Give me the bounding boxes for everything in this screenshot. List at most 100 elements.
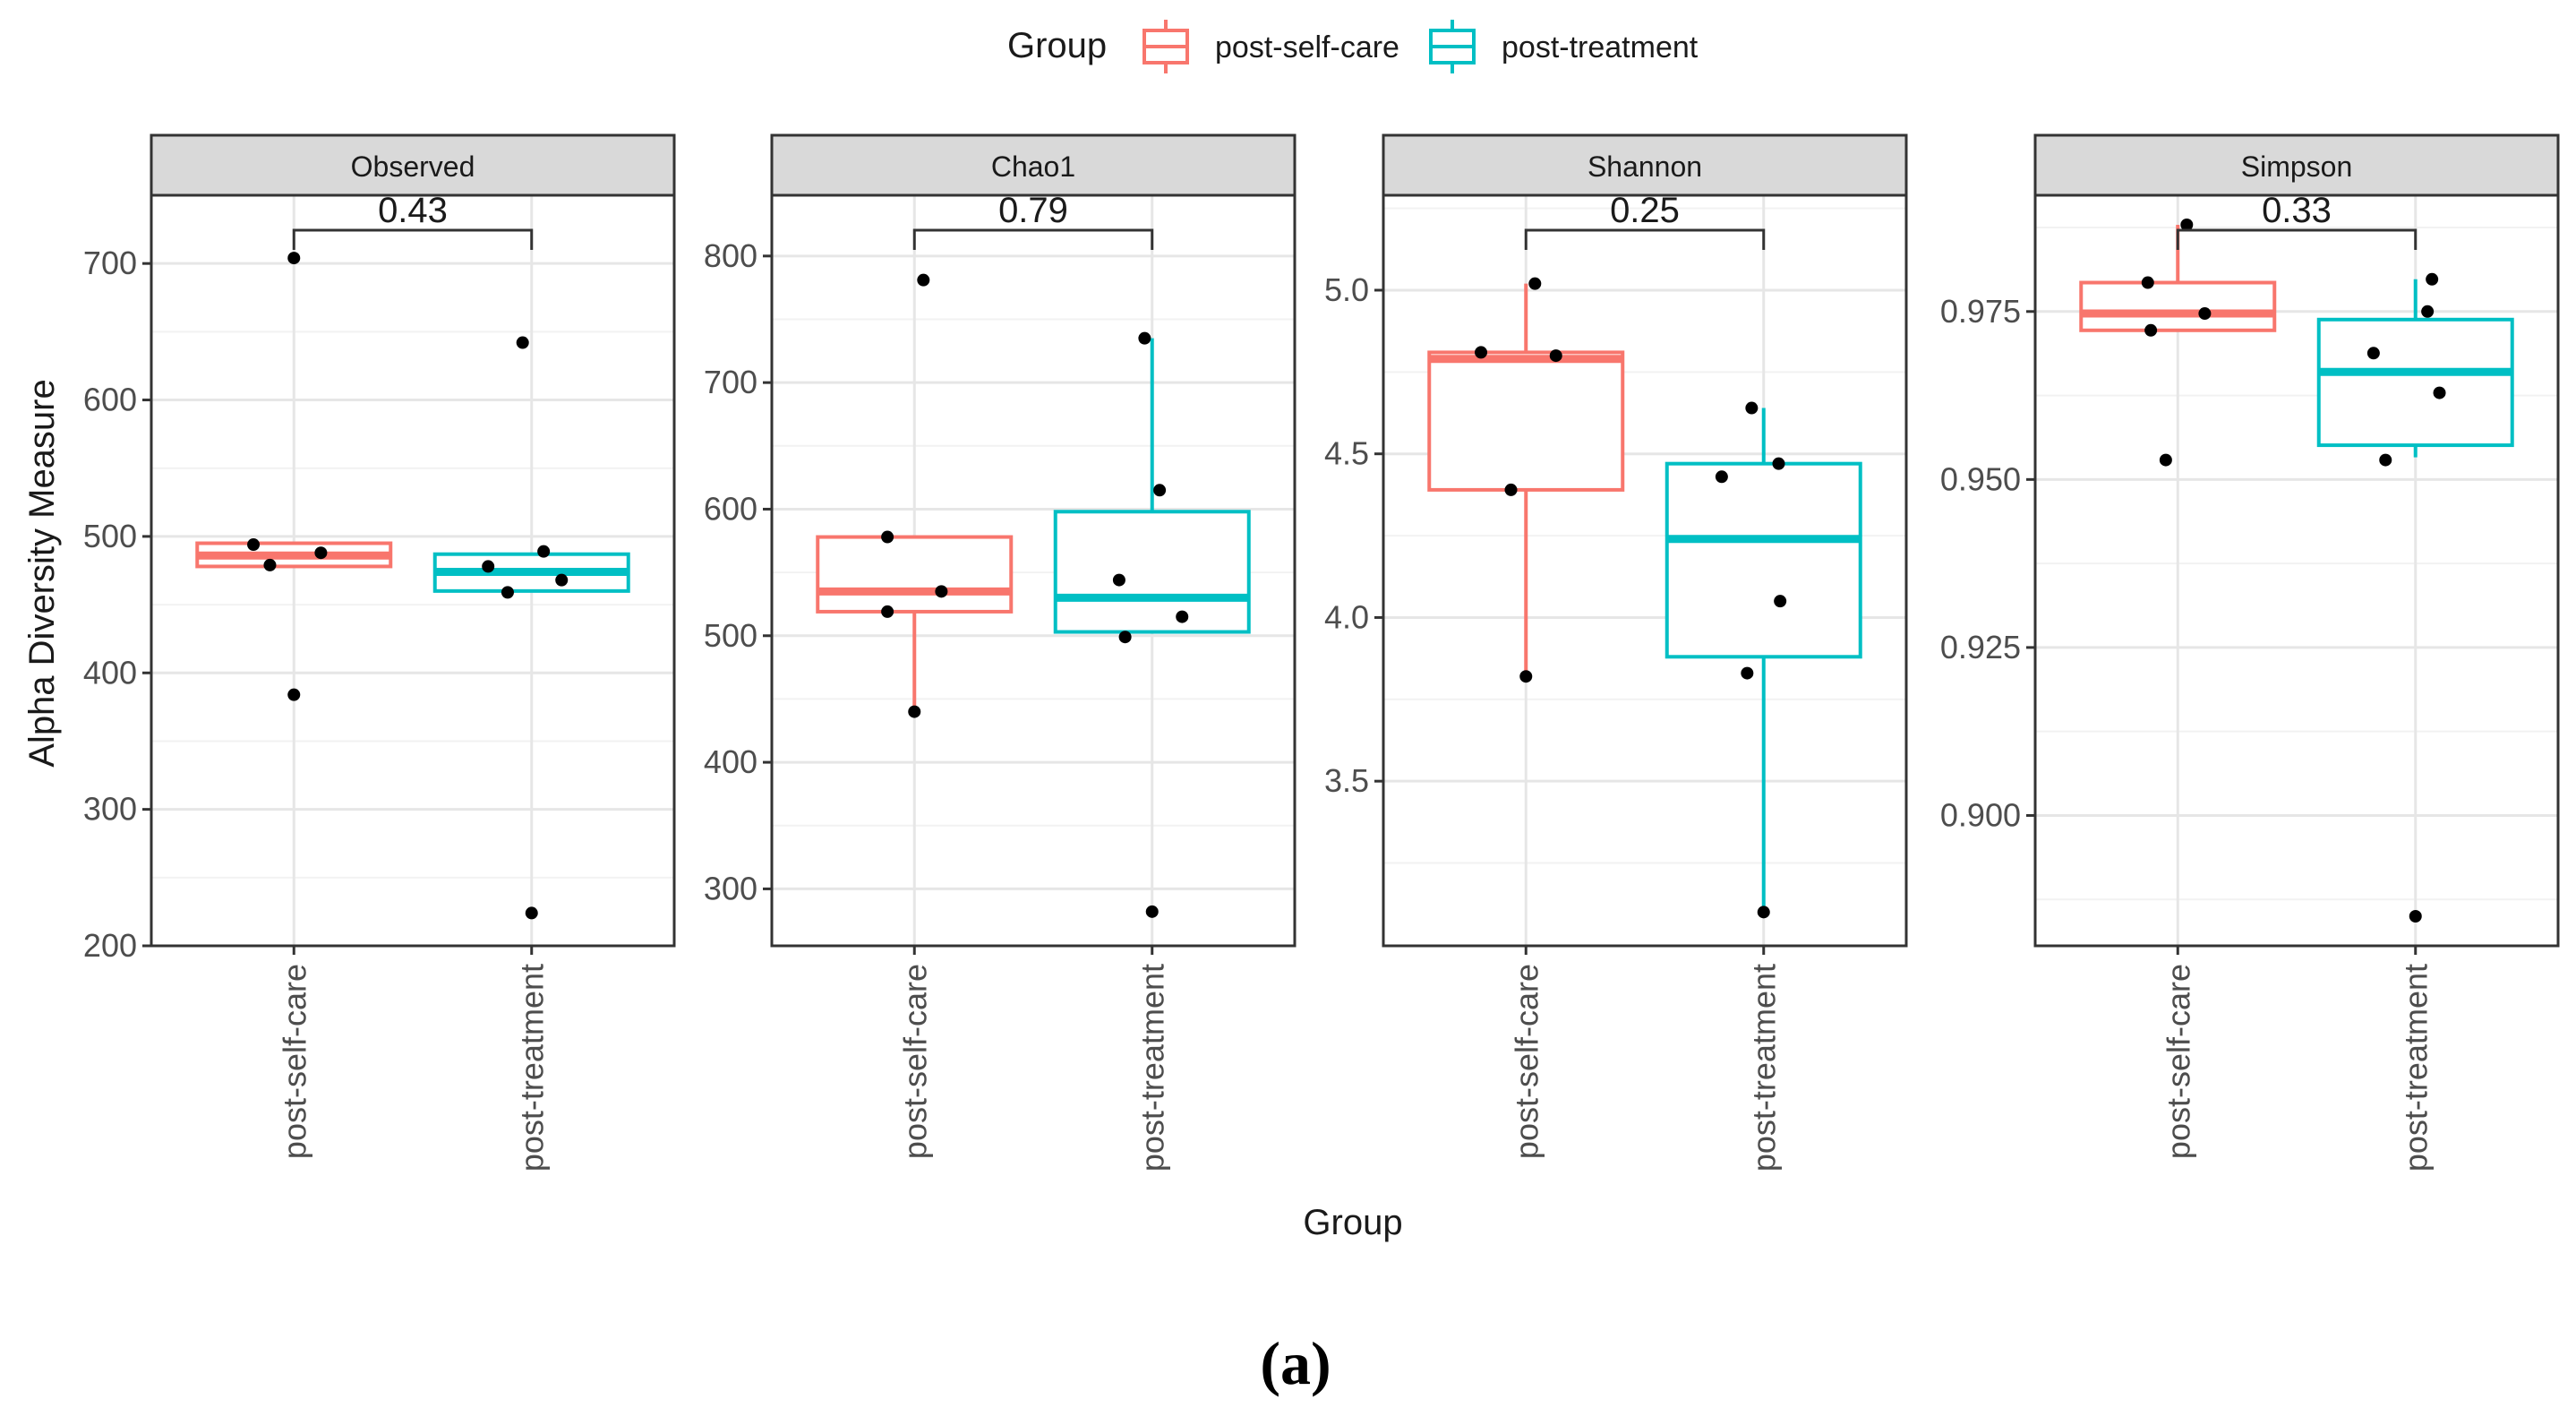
data-point: [1145, 905, 1159, 918]
data-point: [555, 573, 569, 587]
y-tick-label: 300: [704, 870, 757, 906]
x-tick-label: post-self-care: [1508, 964, 1545, 1159]
significance-bracket: [2176, 228, 2418, 250]
data-point: [1772, 457, 1785, 470]
data-point: [1112, 573, 1125, 587]
significance-bracket: [292, 228, 534, 250]
data-point: [263, 558, 277, 571]
x-tick-label: post-treatment: [514, 964, 551, 1172]
box-post-self-care: [1427, 283, 1625, 677]
legend-key-post-treatment: [1429, 20, 1476, 73]
box-post-treatment: [2316, 279, 2514, 458]
y-tick-label: 0.925: [1940, 629, 2021, 665]
data-point: [1757, 906, 1770, 919]
data-point: [516, 336, 529, 349]
x-tick-label: post-self-care: [2160, 964, 2196, 1159]
box-post-self-care: [816, 535, 1014, 712]
facet-strip: [1382, 133, 1908, 197]
y-tick-label: 600: [704, 490, 757, 527]
box-iqr: [816, 535, 1014, 614]
box-post-treatment: [1053, 338, 1251, 634]
data-point: [1504, 483, 1518, 496]
y-tick-label: 500: [704, 617, 757, 654]
data-point: [287, 688, 301, 701]
y-tick-label: 400: [704, 743, 757, 780]
x-tick-label: post-treatment: [2398, 964, 2435, 1172]
data-point: [881, 605, 894, 618]
y-tick-label: 0.975: [1940, 293, 2021, 330]
y-tick-label: 300: [83, 791, 137, 828]
data-point: [1549, 349, 1562, 363]
facet-strip-label: Observed: [351, 150, 475, 183]
legend-label-post-self-care: post-self-care: [1215, 30, 1399, 64]
x-tick-label: post-treatment: [1134, 964, 1171, 1172]
box-post-self-care: [195, 541, 393, 569]
facet-panels: 0.43 Observed 200 300 400 500 600 700 post-self-…: [83, 133, 2560, 1172]
legend-title: Group: [1007, 26, 1107, 65]
data-point: [501, 586, 514, 599]
data-point: [2426, 272, 2439, 286]
data-point: [881, 530, 894, 544]
x-tick-label: post-treatment: [1746, 964, 1783, 1172]
box-iqr: [1427, 350, 1625, 492]
y-tick-label: 200: [83, 927, 137, 964]
y-tick-label: 700: [83, 245, 137, 281]
legend: Group post-self-care post-treatment: [1007, 20, 1699, 73]
data-point: [2144, 323, 2158, 337]
facet-strip: [150, 133, 676, 197]
data-point: [935, 585, 948, 598]
data-point: [1745, 401, 1759, 415]
p-value-label: 0.79: [998, 191, 1068, 230]
data-point: [1153, 484, 1167, 497]
data-point: [314, 546, 328, 560]
box-iqr: [2316, 317, 2514, 448]
y-tick-label: 0.950: [1940, 460, 2021, 497]
data-point: [2379, 453, 2392, 467]
box-iqr: [2079, 280, 2277, 332]
data-point: [1138, 331, 1151, 345]
data-point: [2433, 386, 2446, 399]
x-tick-label: post-self-care: [896, 964, 933, 1159]
y-tick-label: 700: [704, 364, 757, 400]
y-tick-label: 500: [83, 518, 137, 554]
data-point: [908, 705, 921, 718]
data-point: [2159, 453, 2172, 467]
significance-bracket: [1524, 228, 1766, 250]
y-tick-label: 0.900: [1940, 796, 2021, 833]
facet-strip-label: Simpson: [2241, 150, 2353, 183]
y-tick-label: 4.5: [1324, 435, 1369, 472]
figure-caption: (a): [1260, 1329, 1331, 1397]
panel-observed: 0.43 Observed 200 300 400 500 600 700 post-self-…: [83, 133, 676, 1172]
x-tick-label: post-self-care: [276, 964, 312, 1159]
legend-label-post-treatment: post-treatment: [1502, 30, 1699, 64]
data-point: [247, 538, 261, 552]
data-point: [525, 906, 538, 920]
data-point: [1741, 666, 1754, 680]
data-point: [2409, 909, 2422, 923]
y-tick-label: 5.0: [1324, 271, 1369, 308]
box-iqr: [1053, 510, 1251, 634]
data-point: [1519, 670, 1533, 683]
legend-key-post-self-care: [1143, 20, 1189, 73]
box-post-treatment: [432, 552, 630, 593]
y-tick-label: 600: [83, 382, 137, 418]
data-point: [917, 273, 930, 287]
p-value-label: 0.33: [2262, 191, 2332, 230]
p-value-label: 0.25: [1610, 191, 1680, 230]
data-point: [2421, 305, 2435, 318]
data-point: [1774, 595, 1787, 608]
y-tick-label: 3.5: [1324, 762, 1369, 799]
p-value-label: 0.43: [378, 191, 448, 230]
panel-chao1: 0.79 Chao1 300 400 500 600 700 800 post-self-car…: [704, 133, 1297, 1172]
facet-strip: [770, 133, 1297, 197]
data-point: [1528, 277, 1542, 290]
data-point: [287, 252, 301, 265]
panel-shannon: 0.25 Shannon 3.5 4.0 4.5 5.0 post-self-care pos…: [1324, 133, 1908, 1172]
data-point: [2198, 307, 2212, 321]
data-point: [2141, 276, 2154, 289]
significance-bracket: [912, 228, 1154, 250]
data-point: [1715, 470, 1728, 484]
box-post-self-care: [2079, 225, 2277, 332]
data-point: [1118, 631, 1132, 644]
